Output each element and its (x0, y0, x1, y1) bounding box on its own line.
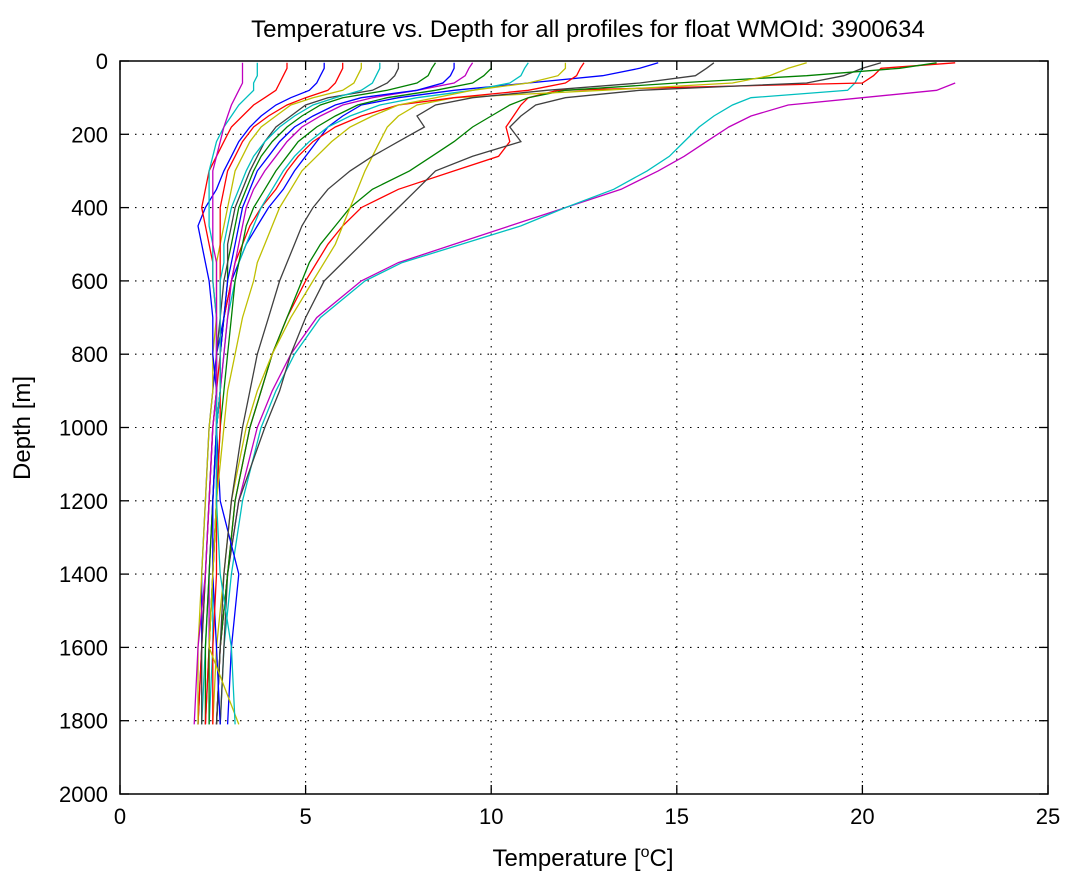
x-tick-label: 0 (114, 804, 126, 829)
x-tick-label: 5 (299, 804, 311, 829)
x-tick-label: 20 (850, 804, 874, 829)
profile-line-5 (215, 62, 937, 725)
y-axis-label: Depth [m] (9, 376, 36, 480)
y-tick-label: 1600 (59, 635, 108, 660)
y-tick-label: 1800 (59, 709, 108, 734)
y-tick-label: 2000 (59, 782, 108, 807)
profile-line-22 (208, 62, 567, 725)
x-axis-label: Temperature [oC] (493, 844, 674, 872)
profile-lines (193, 62, 956, 725)
profile-line-2 (219, 62, 864, 725)
profile-line-1 (215, 82, 956, 725)
x-tick-label: 10 (479, 804, 503, 829)
y-tick-label: 400 (71, 196, 108, 221)
x-tick-label: 15 (665, 804, 689, 829)
y-tick-label: 0 (96, 49, 108, 74)
x-tick-label: 25 (1036, 804, 1060, 829)
chart-title: Temperature vs. Depth for all profiles f… (251, 16, 925, 43)
profile-line-4 (219, 62, 882, 725)
x-axis-label-text: Temperature [ (493, 845, 641, 872)
y-tick-label: 600 (71, 269, 108, 294)
x-axis-label-unit: C] (649, 845, 673, 872)
profile-line-19 (215, 62, 715, 725)
profile-line-21 (212, 62, 344, 725)
profile-line-17 (193, 62, 244, 725)
x-axis-ticks: 0 5 10 15 20 25 (114, 61, 1060, 829)
x-axis-label-superscript: o (641, 844, 650, 861)
y-tick-label: 1000 (59, 416, 108, 441)
grid-lines (120, 61, 1048, 794)
profile-line-6 (212, 62, 807, 725)
y-tick-label: 200 (71, 122, 108, 147)
y-tick-label: 1400 (59, 562, 108, 587)
profile-line-23 (215, 62, 381, 725)
y-tick-label: 800 (71, 342, 108, 367)
y-tick-label: 1200 (59, 489, 108, 514)
y-axis-ticks: 0 200 400 600 800 1000 1200 1400 1600 1800 2000 (59, 49, 1048, 807)
profile-line-13 (197, 62, 362, 725)
